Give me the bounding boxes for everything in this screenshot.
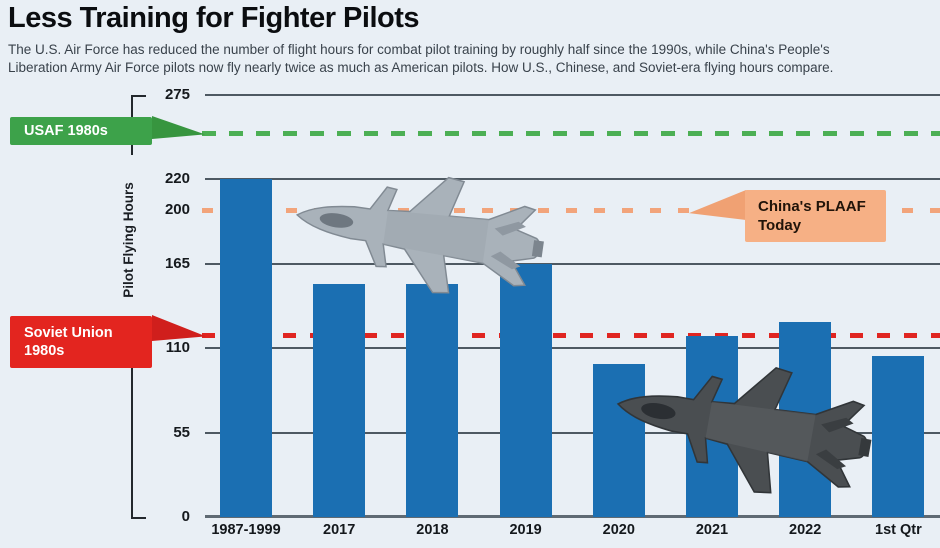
bar-1st-qtr (872, 355, 925, 517)
soviet-callout-pointer (152, 315, 206, 341)
gridline-220 (205, 178, 940, 181)
x-tick-label-1987-1999: 1987-1999 (211, 522, 281, 538)
chinese-j20-jet-image (282, 145, 557, 320)
bar-2020 (592, 363, 645, 517)
x-tick-label-2021: 2021 (695, 522, 729, 538)
plaaf-callout-label: China's PLAAF Today (758, 198, 866, 234)
y-tick-label-275: 275 (164, 86, 190, 103)
us-f35-jet-image (599, 328, 887, 524)
x-tick-label-2018: 2018 (416, 522, 449, 538)
refline-usaf (202, 130, 940, 136)
soviet-callout-label: Soviet Union 1980s (24, 325, 113, 359)
gridline-275 (205, 94, 940, 96)
y-tick-label-165: 165 (164, 254, 190, 272)
y-tick-label-0: 0 (181, 508, 190, 525)
bar-2018 (406, 283, 459, 517)
plaaf-callout-pointer (689, 190, 746, 220)
subtitle-line-1: The U.S. Air Force has reduced the numbe… (8, 42, 830, 57)
bar-2019 (499, 263, 552, 517)
gridline-165 (205, 262, 940, 265)
x-tick-label-2019: 2019 (509, 522, 542, 538)
usaf-callout-pointer (152, 116, 205, 139)
y-tick-label-200: 200 (164, 201, 190, 219)
x-tick-label-2020: 2020 (602, 522, 635, 538)
gridline-55 (205, 431, 940, 434)
soviet-union-1980s-callout: Soviet Union 1980s (10, 316, 152, 368)
y-axis-title: Pilot Flying Hours (120, 155, 138, 325)
gridline-110 (205, 347, 940, 350)
usaf-1980s-callout: USAF 1980s (10, 117, 152, 145)
y-tick-label-110: 110 (165, 339, 190, 357)
chinas-plaaf-today-callout: China's PLAAF Today (745, 190, 886, 242)
page-subtitle: The U.S. Air Force has reduced the numbe… (8, 41, 938, 77)
bar-1987-1999 (220, 179, 272, 517)
usaf-callout-label: USAF 1980s (24, 123, 108, 139)
x-tick-label-2022: 2022 (789, 522, 822, 538)
page-title: Less Training for Fighter Pilots (8, 2, 420, 34)
subtitle-line-2: Liberation Army Air Force pilots now fly… (8, 60, 834, 75)
bar-2017 (313, 283, 366, 517)
refline-soviet (202, 333, 940, 339)
refline-plaaf (202, 207, 940, 213)
x-axis-line (205, 515, 940, 518)
y-tick-label-55: 55 (173, 423, 190, 441)
y-tick-label-220: 220 (164, 170, 190, 188)
x-tick-label-2017: 2017 (323, 522, 356, 538)
x-tick-label-1st-qtr: 1st Qtr (875, 522, 922, 538)
